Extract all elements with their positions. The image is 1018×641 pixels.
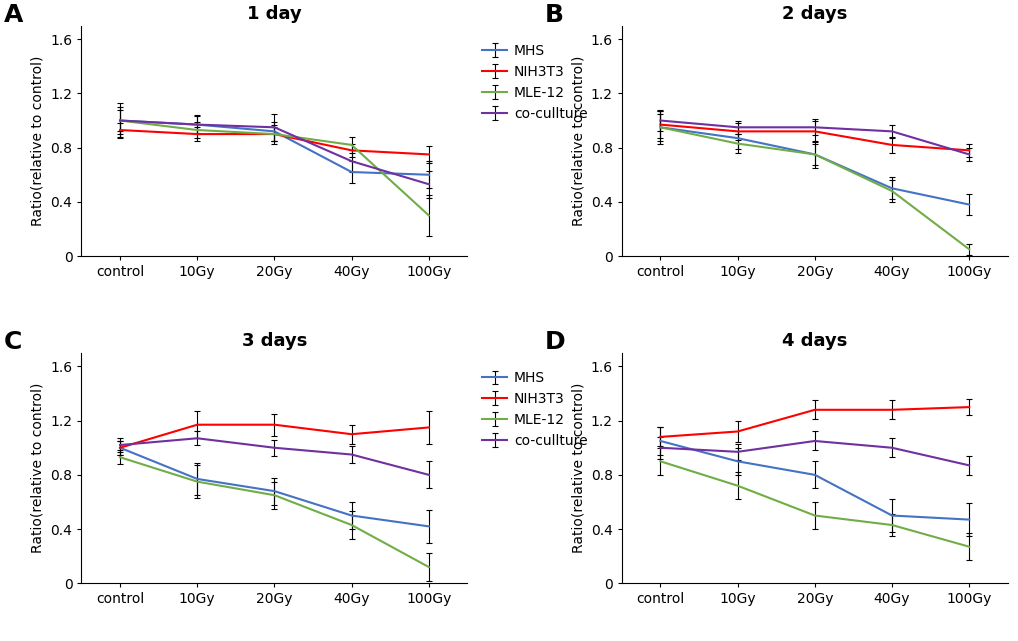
- Text: B: B: [545, 3, 564, 26]
- Legend: MHS, NIH3T3, MLE-12, co-cullture: MHS, NIH3T3, MLE-12, co-cullture: [483, 44, 587, 121]
- Y-axis label: Ratio(relative to control): Ratio(relative to control): [31, 383, 45, 553]
- Y-axis label: Ratio(relative to control): Ratio(relative to control): [571, 383, 585, 553]
- Y-axis label: Ratio(relative to control): Ratio(relative to control): [31, 56, 45, 226]
- Legend: MHS, NIH3T3, MLE-12, co-cullture: MHS, NIH3T3, MLE-12, co-cullture: [483, 371, 587, 448]
- Title: 2 days: 2 days: [782, 4, 848, 22]
- Title: 4 days: 4 days: [782, 332, 848, 350]
- Text: D: D: [545, 330, 565, 354]
- Text: A: A: [4, 3, 23, 26]
- Y-axis label: Ratio(relative to control): Ratio(relative to control): [571, 56, 585, 226]
- Title: 3 days: 3 days: [241, 332, 307, 350]
- Title: 1 day: 1 day: [247, 4, 301, 22]
- Text: C: C: [4, 330, 22, 354]
